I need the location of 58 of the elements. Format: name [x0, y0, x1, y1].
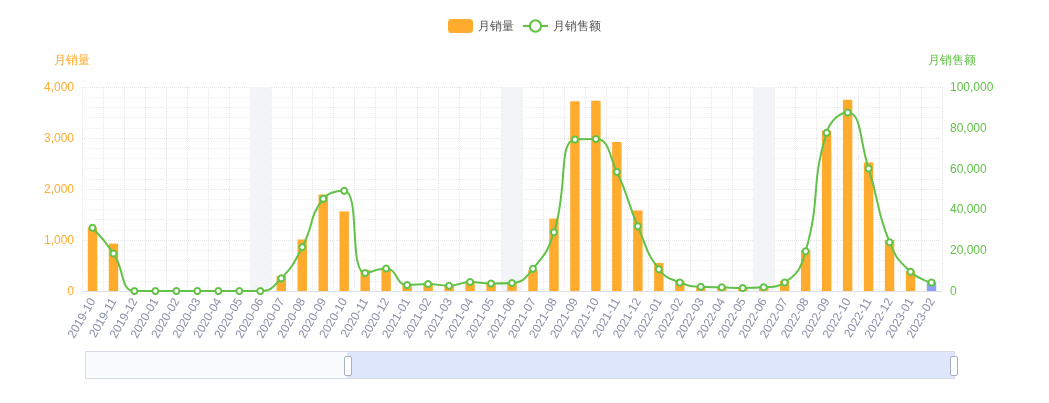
point	[885, 238, 894, 247]
y-tick-label: 0	[67, 284, 75, 298]
point	[591, 135, 600, 144]
point	[466, 278, 475, 287]
point	[193, 287, 202, 295]
y-tick-label: 3,000	[43, 131, 75, 145]
point	[528, 264, 537, 273]
y2-tick-label: 80,000	[950, 120, 988, 135]
point	[570, 135, 579, 144]
point	[340, 186, 349, 195]
point	[549, 228, 558, 237]
point	[109, 249, 118, 258]
y2-tick-label: 40,000	[950, 202, 988, 217]
y-axis-title: 月销量	[54, 53, 90, 67]
bar	[381, 270, 391, 291]
bar	[863, 162, 874, 291]
y-tick-label: 2,000	[43, 182, 75, 196]
bar	[339, 211, 349, 291]
y-tick-label: 4,000	[43, 80, 75, 94]
point	[843, 108, 852, 117]
y2-tick-label: 100,000	[950, 80, 994, 94]
point	[738, 283, 747, 292]
point	[927, 278, 936, 287]
bar	[591, 100, 601, 291]
bar	[612, 142, 622, 291]
point	[906, 267, 915, 276]
point	[214, 287, 223, 295]
y2-tick-label: 60,000	[950, 161, 988, 176]
bar	[570, 101, 580, 291]
y2-tick-label: 0	[950, 284, 957, 298]
point	[654, 265, 663, 274]
bar	[842, 99, 853, 291]
point	[382, 264, 391, 273]
point	[298, 243, 307, 252]
point	[822, 128, 831, 137]
point	[801, 247, 810, 256]
y-tick-label: 1,000	[43, 233, 75, 247]
point	[696, 282, 705, 291]
y2-tick-label: 20,000	[950, 243, 988, 258]
point	[633, 222, 642, 231]
point	[864, 164, 873, 173]
bar	[318, 194, 328, 291]
point	[235, 287, 244, 295]
point	[675, 278, 684, 287]
point	[130, 287, 139, 295]
point	[319, 194, 328, 203]
point	[780, 278, 789, 287]
point	[361, 269, 370, 278]
point	[256, 287, 265, 295]
y2-axis-title: 月销售额	[928, 53, 976, 67]
point	[612, 167, 621, 176]
bar	[821, 130, 832, 291]
legend-label: 月销量	[478, 19, 514, 33]
point	[151, 287, 160, 295]
point	[88, 223, 97, 232]
point	[172, 287, 181, 295]
bar	[87, 227, 98, 291]
legend-label: 月销售额	[553, 19, 601, 33]
